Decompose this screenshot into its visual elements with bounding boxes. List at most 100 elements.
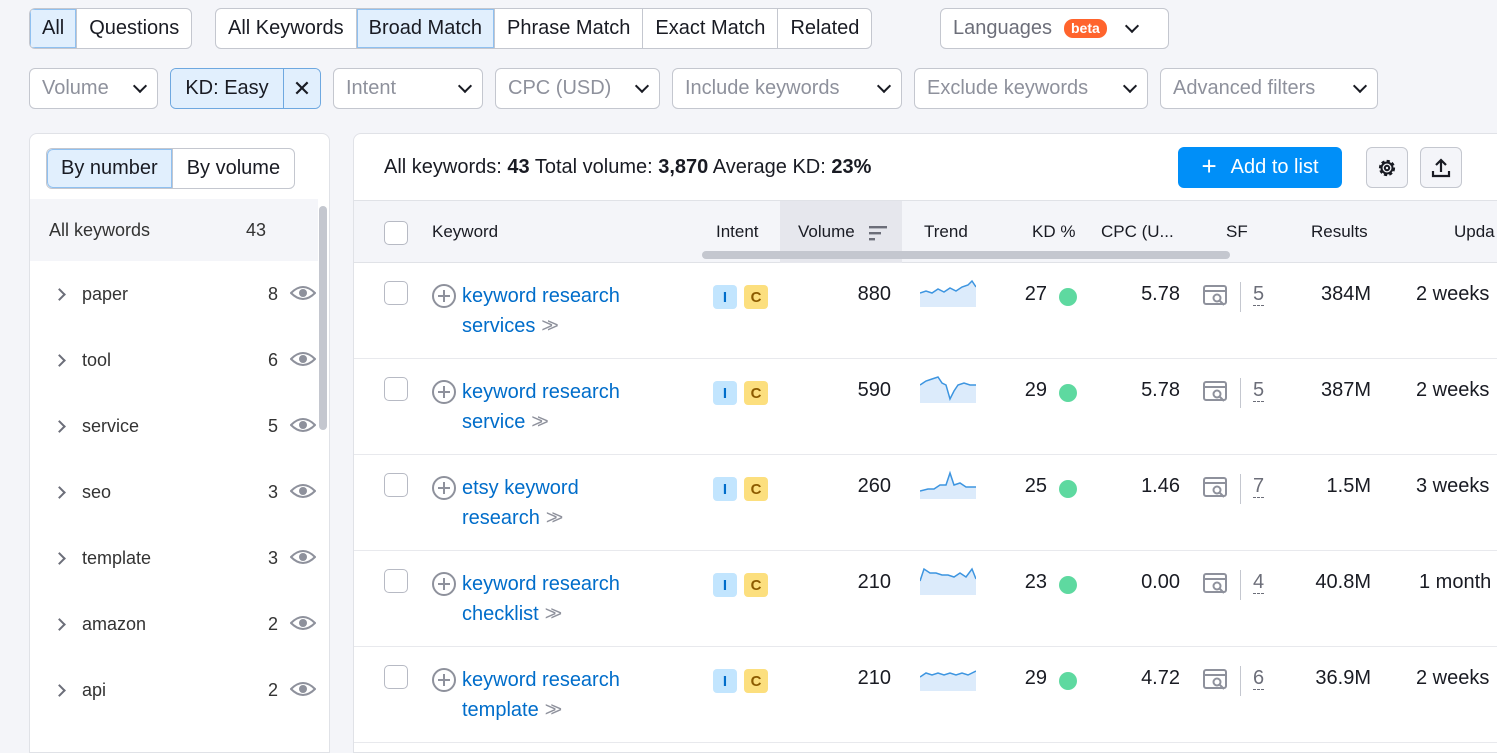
sf-count[interactable]: 6 [1253, 667, 1265, 690]
intent-badge-commercial: C [744, 573, 768, 597]
advanced-filters[interactable]: Advanced filters [1160, 68, 1378, 109]
keyword-link[interactable]: keyword research checklist >> [462, 569, 662, 629]
tab-exact-match[interactable]: Exact Match [642, 9, 777, 48]
kd-value: 27 [1024, 283, 1047, 305]
kd-value: 25 [1024, 475, 1047, 497]
double-chevron-right-icon[interactable]: >> [544, 699, 563, 721]
eye-icon[interactable] [290, 548, 316, 566]
double-chevron-right-icon[interactable]: >> [545, 507, 564, 529]
col-cpc[interactable]: CPC (U... [1101, 222, 1174, 241]
group-item[interactable]: seo 3 [30, 459, 318, 525]
keyword-link[interactable]: keyword research template >> [462, 665, 662, 725]
tab-related[interactable]: Related [777, 9, 871, 48]
sf-count[interactable]: 5 [1253, 283, 1265, 306]
tab-all-keywords[interactable]: All Keywords [228, 17, 344, 39]
keyword-link[interactable]: etsy keyword research >> [462, 473, 662, 533]
average-kd-label: Average KD: [712, 156, 826, 178]
add-to-list-button[interactable]: + Add to list [1178, 147, 1342, 188]
group-item[interactable]: amazon 2 [30, 591, 318, 657]
serp-features-icon[interactable] [1203, 572, 1229, 596]
double-chevron-right-icon[interactable]: >> [544, 603, 563, 625]
double-chevron-right-icon[interactable]: >> [531, 411, 549, 433]
match-tabs: All Keywords Broad Match Phrase Match Ex… [215, 8, 873, 49]
keyword-link[interactable]: keyword research service >> [462, 377, 662, 437]
group-name: tool [82, 349, 112, 370]
sidebar-scrollbar[interactable] [319, 206, 327, 430]
include-keywords-filter[interactable]: Include keywords [672, 68, 902, 109]
serp-features-icon[interactable] [1203, 668, 1229, 692]
chevron-right-icon [53, 617, 66, 631]
cpc-filter[interactable]: CPC (USD) [495, 68, 660, 109]
col-results[interactable]: Results [1311, 222, 1368, 241]
eye-icon[interactable] [290, 416, 316, 434]
add-keyword-icon[interactable] [431, 571, 457, 597]
col-keyword[interactable]: Keyword [432, 222, 499, 241]
group-count: 5 [267, 415, 278, 436]
keyword-link[interactable]: keyword research services >> [462, 281, 662, 341]
col-trend[interactable]: Trend [924, 222, 968, 241]
select-all-checkbox[interactable] [384, 221, 408, 245]
languages-label: Languages [953, 17, 1052, 39]
row-checkbox[interactable] [384, 473, 408, 497]
export-icon [1431, 157, 1451, 177]
trend-sparkline [920, 279, 976, 307]
volume-value: 260 [857, 475, 891, 497]
keywords-table-panel: All keywords: 43 Total volume: 3,870 Ave… [353, 133, 1497, 753]
tab-phrase-match[interactable]: Phrase Match [494, 9, 642, 48]
group-count: 3 [267, 547, 278, 568]
eye-icon[interactable] [290, 284, 316, 302]
clear-kd-filter-button[interactable]: ✕ [283, 69, 320, 108]
sf-count[interactable]: 7 [1253, 475, 1265, 498]
kd-value: 29 [1024, 379, 1047, 401]
sf-count[interactable]: 5 [1253, 379, 1265, 402]
exclude-keywords-filter[interactable]: Exclude keywords [914, 68, 1148, 109]
settings-button[interactable] [1366, 147, 1408, 188]
sf-count[interactable]: 4 [1253, 571, 1265, 594]
all-keywords-group[interactable]: All keywords 43 [30, 199, 318, 261]
group-item[interactable]: tool 6 [30, 327, 318, 393]
add-keyword-icon[interactable] [431, 667, 457, 693]
group-item[interactable]: paper 8 [30, 261, 318, 327]
serp-features-icon[interactable] [1203, 284, 1229, 308]
row-checkbox[interactable] [384, 665, 408, 689]
intent-filter-label: Intent [346, 77, 397, 99]
sort-descending-icon[interactable] [869, 225, 887, 241]
eye-icon[interactable] [290, 482, 316, 500]
group-name: paper [82, 283, 129, 304]
intent-filter[interactable]: Intent [333, 68, 483, 109]
add-keyword-icon[interactable] [431, 283, 457, 309]
eye-icon[interactable] [290, 680, 316, 698]
results-value: 384M [1320, 283, 1371, 305]
col-updated[interactable]: Upda [1454, 222, 1495, 241]
tab-questions[interactable]: Questions [76, 9, 191, 48]
languages-dropdown[interactable]: Languages beta [940, 8, 1169, 49]
group-item[interactable]: template 3 [30, 525, 318, 591]
updated-value: 1 month [1419, 571, 1492, 593]
row-checkbox[interactable] [384, 281, 408, 305]
eye-icon[interactable] [290, 350, 316, 368]
by-volume-button[interactable]: By volume [171, 149, 294, 188]
group-name: api [82, 679, 107, 700]
serp-features-icon[interactable] [1203, 380, 1229, 404]
col-sf[interactable]: SF [1226, 222, 1248, 241]
add-keyword-icon[interactable] [431, 475, 457, 501]
serp-features-icon[interactable] [1203, 476, 1229, 500]
export-button[interactable] [1420, 147, 1462, 188]
chevron-right-icon [53, 683, 66, 697]
volume-filter[interactable]: Volume [29, 68, 158, 109]
eye-icon[interactable] [290, 614, 316, 632]
by-number-button[interactable]: By number [47, 149, 172, 188]
row-checkbox[interactable] [384, 569, 408, 593]
col-volume[interactable]: Volume [798, 222, 855, 241]
col-intent[interactable]: Intent [716, 222, 759, 241]
row-checkbox[interactable] [384, 377, 408, 401]
group-item[interactable]: api 2 [30, 657, 318, 723]
tab-all[interactable]: All [30, 9, 77, 48]
add-keyword-icon[interactable] [431, 379, 457, 405]
col-kd[interactable]: KD % [1032, 222, 1076, 241]
double-chevron-right-icon[interactable]: >> [541, 315, 559, 337]
group-item[interactable]: service 5 [30, 393, 318, 459]
tab-broad-match[interactable]: Broad Match [355, 9, 494, 48]
kd-filter-label[interactable]: KD: Easy [171, 69, 283, 108]
horizontal-scrollbar[interactable] [702, 251, 1230, 259]
